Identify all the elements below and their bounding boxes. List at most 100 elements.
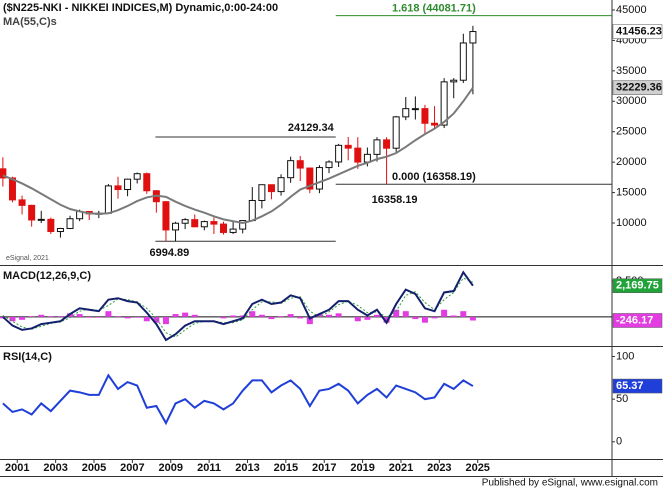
footer: Published by eSignal, www.esignal.com	[482, 478, 658, 489]
last-value-box	[612, 278, 663, 293]
series-line	[2, 87, 474, 225]
histogram-bar	[124, 316, 131, 319]
last-value-label: 65.37	[616, 380, 644, 392]
candle-body	[325, 161, 333, 169]
histogram-bar	[47, 316, 54, 317]
candle-body	[66, 218, 74, 229]
histogram-bar	[278, 316, 285, 317]
candle-body	[287, 160, 295, 179]
y-tick-label: 30000	[616, 95, 647, 107]
histogram-bar	[19, 316, 26, 320]
histogram-bar	[76, 314, 83, 317]
last-value-box	[612, 24, 663, 39]
series-line	[2, 373, 474, 426]
candle-body	[315, 167, 323, 190]
histogram-bar	[172, 314, 179, 317]
histogram-bar	[373, 314, 380, 317]
histogram-bar	[28, 316, 35, 317]
candle-body	[124, 178, 132, 191]
x-tick-label: 2011	[197, 462, 221, 474]
candle-body	[172, 222, 180, 231]
candle-body	[133, 173, 141, 180]
histogram-bar	[220, 316, 227, 319]
last-value-box	[612, 80, 663, 95]
candle-body	[459, 42, 467, 81]
x-tick-label: 2005	[82, 462, 106, 474]
y-tick-label: 10000	[616, 217, 647, 229]
histogram-bar	[297, 316, 304, 319]
histogram-bar	[153, 316, 160, 323]
y-tick-label: 100	[616, 350, 634, 362]
candle-body	[277, 177, 285, 193]
candle-body	[431, 122, 439, 126]
candle-body	[56, 227, 64, 233]
histogram-bar	[162, 316, 169, 325]
candle-body	[143, 173, 151, 192]
y-tick-label: 0	[616, 436, 622, 448]
histogram-bar	[38, 314, 45, 317]
histogram-bar	[86, 316, 93, 318]
candle-body	[37, 218, 45, 221]
candle-body	[306, 167, 314, 190]
histogram-bar	[412, 316, 419, 320]
y-tick-label: 25000	[616, 126, 647, 138]
candle-body	[104, 185, 112, 214]
histogram-bar	[431, 316, 438, 319]
histogram-bar	[134, 316, 141, 318]
level-label: 24129.34	[288, 122, 335, 134]
candle-body	[421, 108, 429, 124]
x-tick-label: 2001	[5, 462, 29, 474]
candle-body	[392, 116, 400, 149]
candle-body	[220, 223, 228, 233]
candle-body	[373, 139, 381, 155]
last-value-label: 41456.23	[616, 25, 662, 37]
candle-body	[450, 79, 458, 83]
histogram-bar	[393, 309, 400, 317]
x-tick-label: 2023	[427, 462, 451, 474]
histogram-bar	[316, 314, 323, 317]
histogram-bar	[469, 316, 476, 321]
candle-body	[440, 81, 448, 126]
y-tick-label: 20000	[616, 156, 647, 168]
candle-body	[335, 144, 343, 163]
candle-body	[18, 199, 26, 206]
histogram-bar	[9, 316, 16, 322]
series-line	[2, 270, 474, 342]
candle-body	[47, 218, 55, 233]
y-tick-label: 50	[616, 393, 628, 405]
candle-body	[0, 168, 7, 179]
candle-body	[181, 219, 189, 224]
candle-body	[267, 184, 275, 193]
candle-body	[411, 108, 419, 111]
histogram-bar	[354, 316, 361, 322]
histogram-bar	[114, 316, 121, 317]
candle-body	[200, 221, 208, 228]
x-tick-label: 2015	[274, 462, 298, 474]
point-label: 16358.19	[372, 194, 418, 206]
x-tick-label: 2013	[235, 462, 259, 474]
macd-title: MACD(12,26,9,C)	[3, 270, 91, 282]
histogram-bar	[421, 316, 428, 323]
candle-body	[383, 139, 391, 149]
histogram-bar	[182, 312, 189, 317]
level-label: 1.618 (44081.71)	[392, 2, 476, 14]
y-tick-label: 45000	[616, 4, 647, 16]
last-value-box	[612, 378, 663, 394]
histogram-bar	[460, 311, 467, 317]
last-value-label: 32229.36	[616, 82, 662, 94]
histogram-bar	[191, 314, 198, 317]
x-tick-label: 2009	[159, 462, 183, 474]
x-tick-label: 2003	[43, 462, 67, 474]
x-tick-label: 2007	[120, 462, 144, 474]
series-line	[2, 277, 474, 338]
candle-body	[210, 221, 218, 225]
chart-title: ($N225-NKI - NIKKEI INDICES,M) Dynamic,0…	[3, 2, 278, 14]
candle-body	[229, 228, 237, 233]
candle-body	[296, 160, 304, 169]
candle-body	[114, 185, 122, 191]
last-value-label: 2,169.75	[616, 280, 659, 292]
ma-label: MA(55,C)s	[3, 16, 57, 28]
histogram-bar	[402, 311, 409, 317]
